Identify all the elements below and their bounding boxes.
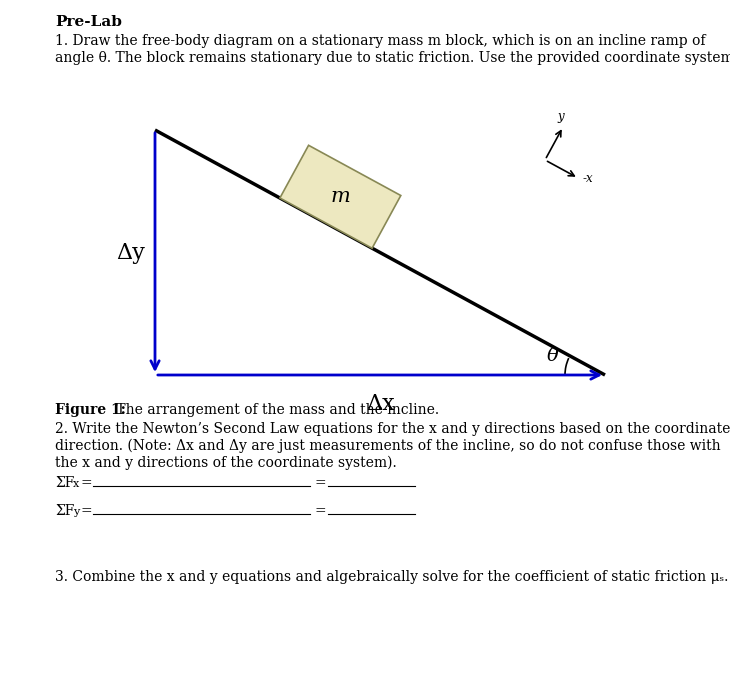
Text: -x: -x xyxy=(583,172,593,185)
Text: ΣF: ΣF xyxy=(55,476,74,490)
Text: =: = xyxy=(315,504,326,518)
Text: Pre-Lab: Pre-Lab xyxy=(55,15,122,29)
Text: ΣF: ΣF xyxy=(55,504,74,518)
Text: =: = xyxy=(80,476,92,490)
Text: the x and y directions of the coordinate system).: the x and y directions of the coordinate… xyxy=(55,456,396,471)
Text: 3. Combine the x and y equations and algebraically solve for the coefficient of : 3. Combine the x and y equations and alg… xyxy=(55,570,729,584)
Text: 1. Draw the free-body diagram on a stationary mass m block, which is on an incli: 1. Draw the free-body diagram on a stati… xyxy=(55,34,705,48)
Polygon shape xyxy=(280,145,401,248)
Text: 2. Write the Newton’s Second Law equations for the x and y directions based on t: 2. Write the Newton’s Second Law equatio… xyxy=(55,422,730,436)
Text: y: y xyxy=(558,110,564,123)
Text: Figure 1:: Figure 1: xyxy=(55,403,126,417)
Text: The arrangement of the mass and the incline.: The arrangement of the mass and the incl… xyxy=(112,403,439,417)
Text: angle θ. The block remains stationary due to static friction. Use the provided c: angle θ. The block remains stationary du… xyxy=(55,51,730,65)
Text: Δx: Δx xyxy=(366,393,394,415)
Text: θ: θ xyxy=(547,347,558,365)
Text: y: y xyxy=(73,507,80,517)
Text: direction. (Note: Δx and Δy are just measurements of the incline, so do not conf: direction. (Note: Δx and Δy are just mea… xyxy=(55,439,721,454)
Text: m: m xyxy=(331,187,350,206)
Text: =: = xyxy=(80,504,92,518)
Text: Δy: Δy xyxy=(116,242,145,264)
Text: =: = xyxy=(315,476,326,490)
Text: x: x xyxy=(73,479,80,489)
